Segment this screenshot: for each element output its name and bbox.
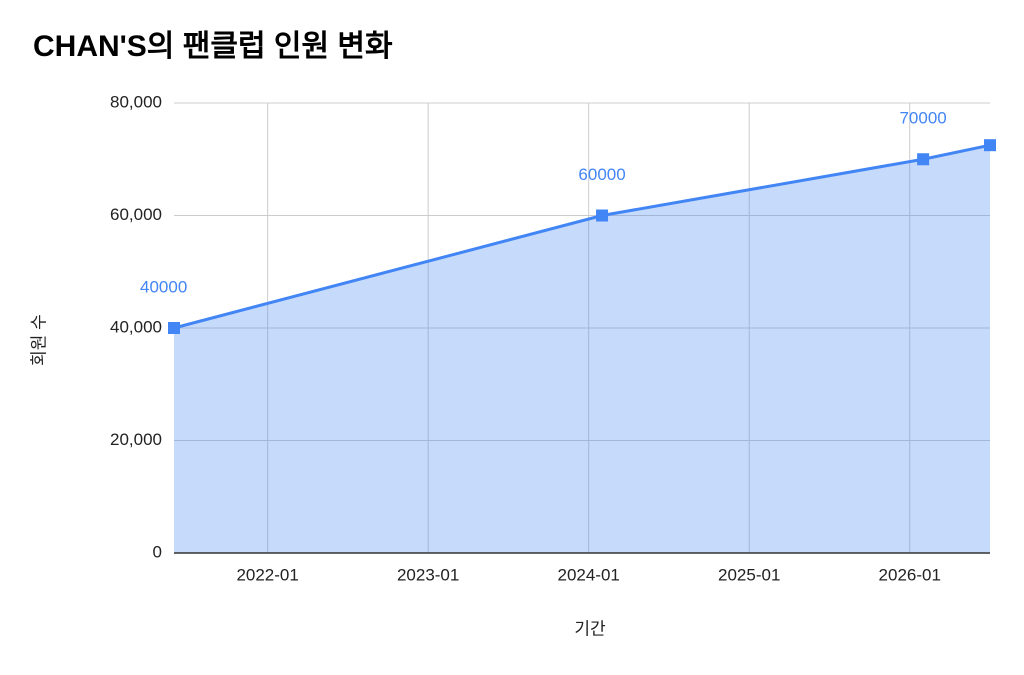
y-tick-label: 20,000 [110, 430, 162, 449]
y-axis-title: 회원 수 [29, 314, 48, 366]
data-label: 70000 [899, 109, 946, 128]
y-tick-label: 60,000 [110, 205, 162, 224]
y-tick-label: 80,000 [110, 92, 162, 111]
chart-title: CHAN'S의 팬클럽 인원 변화 [33, 30, 393, 63]
line [173, 143, 991, 330]
data-label: 40000 [140, 277, 187, 296]
x-tick-label: 2022-01 [236, 565, 298, 584]
area [174, 145, 990, 553]
y-tick-label: 40,000 [110, 317, 162, 336]
x-tick-label: 2023-01 [397, 565, 459, 584]
marker [168, 322, 180, 334]
x-axis-title: 기간 [574, 619, 606, 638]
marker [984, 139, 996, 152]
x-tick-label: 2026-01 [879, 565, 941, 584]
x-tick-label: 2024-01 [557, 565, 619, 584]
data-label: 60000 [578, 165, 625, 184]
marker [596, 209, 609, 222]
marker [917, 153, 930, 166]
x-tick-label: 2025-01 [718, 565, 780, 584]
y-tick-label: 0 [153, 542, 162, 561]
